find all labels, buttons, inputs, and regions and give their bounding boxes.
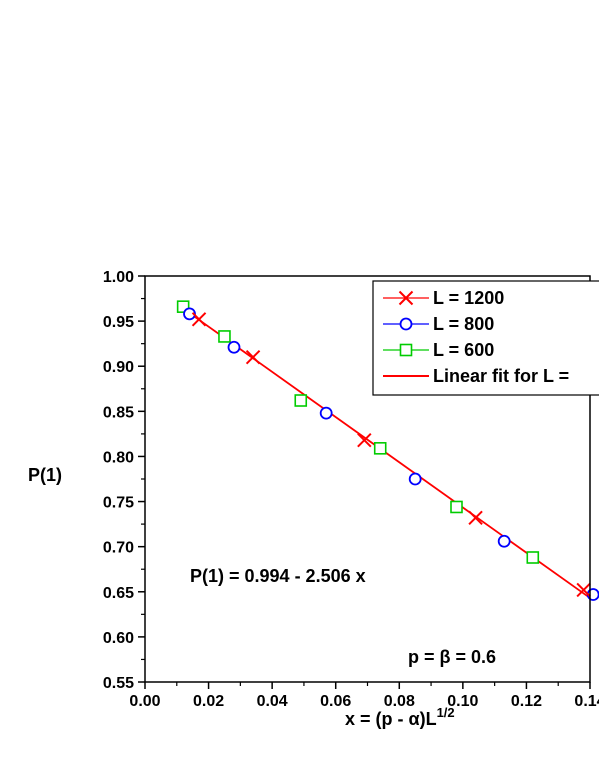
fit-equation: P(1) = 0.994 - 2.506 x: [190, 566, 366, 586]
y-tick-label: 0.95: [103, 314, 134, 331]
x-marker-stroke: [468, 510, 483, 526]
point-square: [373, 442, 387, 455]
point-x: [245, 349, 261, 365]
x-tick-labels: 0.00 0.02 0.04 0.06 0.08 0.10 0.12 0.14: [129, 693, 599, 710]
x-marker-stroke: [357, 432, 372, 448]
plot-frame: [144, 275, 591, 683]
x-tick-label: 0.02: [193, 693, 224, 710]
legend-label: L = 800: [433, 314, 494, 334]
point-square: [176, 300, 190, 313]
x-axis-title-superscript: 1/2: [437, 705, 455, 720]
legend: L = 1200 L = 800 L = 600 Linear fit for L =: [372, 280, 599, 396]
legend-marker-circle: [399, 317, 413, 331]
parameter-label: p = β = 0.6: [408, 647, 496, 667]
point-circle: [319, 406, 333, 420]
point-circle: [497, 534, 511, 548]
data-points: [176, 300, 599, 601]
point-square: [218, 330, 231, 343]
legend-item: L = 1200: [383, 288, 504, 308]
point-x: [357, 432, 372, 448]
y-tick-label: 1.00: [103, 269, 134, 286]
point-x: [191, 312, 207, 327]
y-tick-label: 0.70: [103, 540, 134, 557]
legend-marker-x: [398, 290, 414, 306]
x-tick-label: 0.08: [384, 693, 415, 710]
y-tick-label: 0.75: [103, 495, 134, 512]
point-circle: [227, 340, 241, 354]
point-square: [450, 500, 463, 514]
x-tick-label: 0.04: [257, 693, 288, 710]
legend-label: L = 600: [433, 340, 494, 360]
point-circle: [408, 472, 422, 486]
y-tick-label: 0.60: [103, 630, 134, 647]
point-x: [576, 582, 591, 598]
legend-label: L = 1200: [433, 288, 504, 308]
legend-item: Linear fit for L =: [383, 366, 569, 386]
x-tick-label: 0.10: [447, 693, 478, 710]
x-marker-stroke: [191, 312, 207, 327]
y-tick-labels: 0.55 0.60 0.65 0.70 0.75 0.80 0.85 0.90 0.95 1.00: [103, 269, 134, 692]
point-square: [294, 394, 308, 407]
x-marker-stroke: [576, 582, 591, 598]
y-tick-label: 0.85: [103, 404, 134, 421]
y-tick-label: 0.80: [103, 449, 134, 466]
y-tick-label: 0.90: [103, 359, 134, 376]
x-marker-stroke: [245, 349, 261, 365]
point-square: [526, 551, 540, 564]
x-tick-label: 0.14: [574, 693, 599, 710]
x-marker-stroke: [398, 290, 414, 306]
y-tick-label: 0.65: [103, 585, 134, 602]
y-axis-title: P(1): [28, 465, 62, 485]
legend-item: L = 600: [383, 340, 494, 360]
x-axis-title: x = (p - α)L1/2: [345, 705, 455, 729]
x-tick-label: 0.06: [320, 693, 351, 710]
legend-marker-square: [399, 343, 413, 357]
point-x: [468, 510, 483, 526]
legend-item: L = 800: [383, 314, 494, 334]
x-tick-label: 0.00: [129, 693, 160, 710]
x-tick-label: 0.12: [511, 693, 542, 710]
y-tick-label: 0.55: [103, 675, 134, 692]
legend-label: Linear fit for L =: [433, 366, 569, 386]
